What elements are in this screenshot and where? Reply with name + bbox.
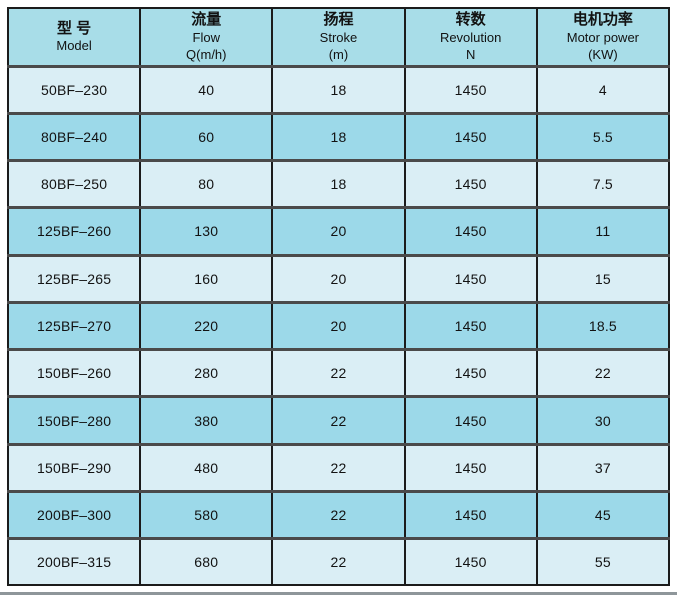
- cell-flow: 130: [139, 206, 273, 256]
- header-revolution-zh: 转数: [455, 11, 486, 29]
- cell-motor-power: 11: [535, 206, 669, 256]
- cell-stroke: 18: [271, 66, 405, 114]
- cell-stroke: 20: [271, 206, 405, 256]
- header-model-en: Model: [56, 38, 92, 54]
- cell-model: 200BF–315: [8, 537, 141, 585]
- header-revolution-unit: N: [465, 46, 476, 62]
- table-row: 80BF–250 80 18 1450 7.5: [8, 159, 669, 208]
- header-revolution-en: Revolution: [439, 29, 502, 45]
- cell-revolution: 1450: [403, 66, 537, 114]
- cell-flow: 60: [139, 111, 273, 161]
- header-motor-power-zh: 电机功率: [572, 11, 633, 29]
- header-cell-stroke: 扬程 Stroke (m): [271, 8, 405, 68]
- cell-revolution: 1450: [403, 348, 537, 397]
- cell-motor-power: 5.5: [535, 111, 669, 161]
- cell-flow: 380: [139, 395, 273, 445]
- cell-motor-power: 45: [535, 490, 669, 539]
- table-row: 150BF–260 280 22 1450 22: [8, 348, 669, 397]
- header-cell-model: 型 号 Model: [8, 8, 141, 68]
- cell-model: 80BF–250: [8, 159, 141, 208]
- cell-stroke: 22: [271, 395, 405, 445]
- table-row: 125BF–260 130 20 1450 11: [8, 206, 669, 256]
- header-stroke-unit: (m): [328, 46, 349, 62]
- cell-flow: 80: [139, 159, 273, 208]
- bottom-divider: [0, 592, 677, 595]
- cell-revolution: 1450: [403, 442, 537, 492]
- header-stroke-en: Stroke: [319, 29, 358, 45]
- cell-motor-power: 37: [535, 442, 669, 492]
- table-row: 50BF–230 40 18 1450 4: [8, 66, 669, 114]
- cell-motor-power: 7.5: [535, 159, 669, 208]
- cell-revolution: 1450: [403, 537, 537, 585]
- cell-model: 150BF–280: [8, 395, 141, 445]
- cell-motor-power: 30: [535, 395, 669, 445]
- cell-revolution: 1450: [403, 395, 537, 445]
- cell-flow: 160: [139, 253, 273, 303]
- cell-model: 125BF–260: [8, 206, 141, 256]
- cell-stroke: 22: [271, 537, 405, 585]
- cell-stroke: 22: [271, 348, 405, 397]
- cell-revolution: 1450: [403, 300, 537, 350]
- cell-flow: 480: [139, 442, 273, 492]
- cell-motor-power: 15: [535, 253, 669, 303]
- cell-motor-power: 4: [535, 66, 669, 114]
- cell-model: 125BF–265: [8, 253, 141, 303]
- cell-model: 150BF–260: [8, 348, 141, 397]
- cell-motor-power: 22: [535, 348, 669, 397]
- pump-spec-table: 型 号 Model 流量 Flow Q(m/h) 扬程 Stroke (m) 转…: [7, 7, 670, 586]
- table-row: 80BF–240 60 18 1450 5.5: [8, 111, 669, 161]
- table-row: 150BF–280 380 22 1450 30: [8, 395, 669, 445]
- table-row: 125BF–270 220 20 1450 18.5: [8, 300, 669, 350]
- cell-stroke: 22: [271, 490, 405, 539]
- header-row: 型 号 Model 流量 Flow Q(m/h) 扬程 Stroke (m) 转…: [8, 8, 669, 68]
- header-cell-revolution: 转数 Revolution N: [403, 8, 537, 68]
- cell-model: 125BF–270: [8, 300, 141, 350]
- cell-flow: 580: [139, 490, 273, 539]
- header-motor-power-en: Motor power: [566, 29, 639, 45]
- table-row: 150BF–290 480 22 1450 37: [8, 442, 669, 492]
- cell-stroke: 20: [271, 253, 405, 303]
- header-flow-en: Flow: [192, 29, 220, 45]
- cell-model: 150BF–290: [8, 442, 141, 492]
- header-flow-unit: Q(m/h): [186, 46, 227, 62]
- cell-stroke: 18: [271, 111, 405, 161]
- cell-model: 200BF–300: [8, 490, 141, 539]
- cell-motor-power: 55: [535, 537, 669, 585]
- header-cell-motor-power: 电机功率 Motor power (KW): [535, 8, 669, 68]
- cell-revolution: 1450: [403, 490, 537, 539]
- cell-flow: 220: [139, 300, 273, 350]
- cell-revolution: 1450: [403, 159, 537, 208]
- table-body: 50BF–230 40 18 1450 4 80BF–240 60 18 145…: [8, 66, 669, 585]
- cell-motor-power: 18.5: [535, 300, 669, 350]
- cell-revolution: 1450: [403, 253, 537, 303]
- header-cell-flow: 流量 Flow Q(m/h): [139, 8, 273, 68]
- table-row: 125BF–265 160 20 1450 15: [8, 253, 669, 303]
- header-motor-power-unit: (KW): [588, 46, 618, 62]
- cell-revolution: 1450: [403, 111, 537, 161]
- cell-model: 50BF–230: [8, 66, 141, 114]
- header-stroke-zh: 扬程: [323, 11, 354, 29]
- cell-flow: 280: [139, 348, 273, 397]
- table-row: 200BF–315 680 22 1450 55: [8, 537, 669, 585]
- cell-flow: 40: [139, 66, 273, 114]
- table-header: 型 号 Model 流量 Flow Q(m/h) 扬程 Stroke (m) 转…: [8, 8, 669, 68]
- cell-flow: 680: [139, 537, 273, 585]
- cell-revolution: 1450: [403, 206, 537, 256]
- cell-stroke: 20: [271, 300, 405, 350]
- table-row: 200BF–300 580 22 1450 45: [8, 490, 669, 539]
- cell-stroke: 22: [271, 442, 405, 492]
- cell-model: 80BF–240: [8, 111, 141, 161]
- header-model-zh: 型 号: [57, 19, 92, 37]
- cell-stroke: 18: [271, 159, 405, 208]
- header-flow-zh: 流量: [191, 11, 222, 29]
